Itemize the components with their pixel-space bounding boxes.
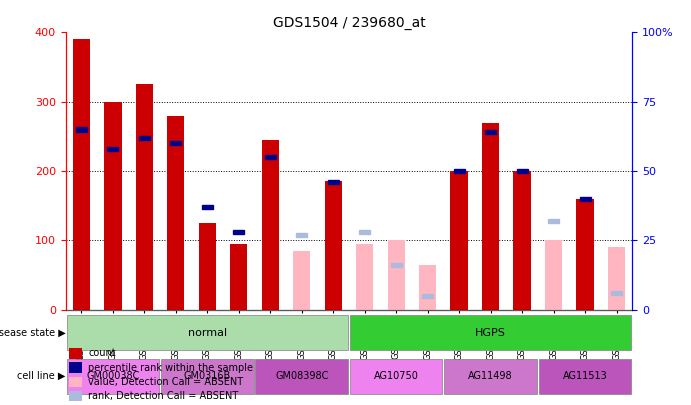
Bar — [422, 294, 433, 298]
Bar — [482, 123, 500, 310]
Bar — [328, 180, 339, 184]
Bar — [107, 147, 118, 151]
Text: AG10750: AG10750 — [374, 371, 419, 381]
Bar — [359, 230, 370, 234]
Text: GM0316B: GM0316B — [184, 371, 231, 381]
Bar — [390, 263, 401, 267]
Bar — [513, 171, 531, 310]
Text: percentile rank within the sample: percentile rank within the sample — [88, 362, 254, 373]
Bar — [296, 233, 307, 237]
Bar — [69, 362, 82, 373]
Bar — [167, 115, 184, 310]
Text: cell line ▶: cell line ▶ — [17, 371, 66, 381]
FancyBboxPatch shape — [161, 359, 254, 394]
Bar — [580, 197, 591, 201]
Bar — [69, 391, 82, 401]
Bar — [608, 247, 625, 310]
Bar — [73, 39, 90, 310]
Bar — [170, 141, 181, 145]
Bar — [485, 130, 496, 134]
Text: normal: normal — [188, 328, 227, 338]
Bar — [548, 219, 559, 223]
Text: HGPS: HGPS — [475, 328, 506, 338]
Text: rank, Detection Call = ABSENT: rank, Detection Call = ABSENT — [88, 391, 238, 401]
Bar — [198, 223, 216, 310]
Text: AG11513: AG11513 — [562, 371, 607, 381]
Bar — [76, 128, 87, 132]
Bar — [230, 244, 247, 310]
Bar — [69, 377, 82, 387]
Text: AG11498: AG11498 — [468, 371, 513, 381]
Bar — [453, 169, 464, 173]
Text: count: count — [88, 348, 116, 358]
Bar — [104, 102, 122, 310]
Bar — [517, 169, 528, 173]
FancyBboxPatch shape — [66, 359, 159, 394]
Title: GDS1504 / 239680_at: GDS1504 / 239680_at — [272, 16, 426, 30]
Text: GM08398C: GM08398C — [275, 371, 328, 381]
FancyBboxPatch shape — [350, 315, 632, 350]
Bar — [451, 171, 468, 310]
Text: value, Detection Call = ABSENT: value, Detection Call = ABSENT — [88, 377, 243, 387]
FancyBboxPatch shape — [539, 359, 632, 394]
Bar — [325, 181, 342, 310]
Bar — [356, 244, 373, 310]
Bar — [69, 348, 82, 358]
Bar — [202, 205, 213, 209]
Bar — [611, 291, 622, 295]
FancyBboxPatch shape — [444, 359, 537, 394]
Bar — [419, 265, 436, 310]
Bar — [234, 230, 245, 234]
Text: disease state ▶: disease state ▶ — [0, 328, 66, 338]
FancyBboxPatch shape — [256, 359, 348, 394]
Bar — [139, 136, 150, 140]
Bar — [388, 241, 405, 310]
Bar — [576, 199, 594, 310]
FancyBboxPatch shape — [350, 359, 442, 394]
Bar — [545, 241, 562, 310]
Bar — [135, 84, 153, 310]
Bar — [265, 155, 276, 159]
FancyBboxPatch shape — [66, 315, 348, 350]
Bar — [293, 251, 310, 310]
Text: GM00038C: GM00038C — [86, 371, 140, 381]
Bar — [262, 140, 279, 310]
